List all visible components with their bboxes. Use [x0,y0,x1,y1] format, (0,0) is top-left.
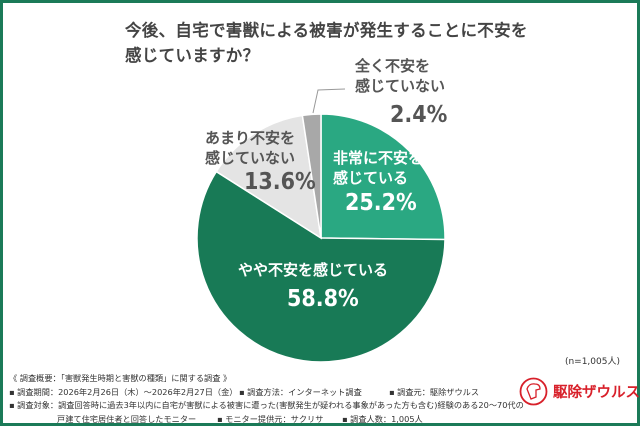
pie-slice-somewhat-anxious [196,170,446,363]
slice-value-somewhat-anxious: 58.8% [287,286,359,312]
survey-overview: 《 調査概要：「害獣発生時期と害獣の種類」に関する調査 》 [9,373,232,383]
pie-slice-not-very-anxious [215,114,322,240]
survey-source: ▪ 調査元：駆除ザウルス [389,386,480,397]
slice-value-very-anxious: 25.2% [345,190,417,216]
logo-text: 駆除ザウルス [553,385,640,401]
title-line-2: 感じていますか？ [125,46,260,65]
survey-period: ▪ 調査期間：2026年2月26日（木）～2026年2月27日（金） [9,386,238,397]
pie-slice-very-anxious [320,113,446,241]
chart-title: 今後、自宅で害獣による被害が発生することに不安を 感じていますか？ [125,18,528,68]
survey-method: ▪ 調査方法：インターネット調査 [239,386,362,397]
slice-value-not-very-anxious: 13.6% [244,169,316,195]
leader-line [312,88,346,114]
slice-label-somewhat-anxious: やや不安を感じている [238,261,389,279]
survey-target-cont: 戸建て住宅居住者と回答したモニター [57,413,197,424]
slice-label-very-anxious: 非常に不安を 感じている [333,149,424,187]
slice-label-not-anxious: 全く不安を 感じていない [355,57,446,95]
sample-size: (n=1,005人) [564,357,620,367]
dinosaur-logo-icon [519,377,548,406]
survey-notes: 《 調査概要：「害獣発生時期と害獣の種類」に関する調査 》 ▪ 調査期間：202… [9,372,524,426]
survey-count: ▪ 調査人数：1,005人 [342,413,423,424]
monitor-provider: ▪ モニター提供元：サクリサ [217,413,324,424]
survey-target: ▪ 調査対象：調査回答時に過去3年以内に自宅が害獣による被害に遭った(害獣発生が… [9,400,524,410]
pie-slice-not-anxious [301,113,322,239]
slice-label-not-very-anxious: あまり不安を 感じていない [205,129,296,167]
brand-logo: 駆除ザウルス [519,377,640,406]
slice-value-not-anxious: 2.4% [390,102,448,128]
title-line-1: 今後、自宅で害獣による被害が発生することに不安を [125,21,528,40]
